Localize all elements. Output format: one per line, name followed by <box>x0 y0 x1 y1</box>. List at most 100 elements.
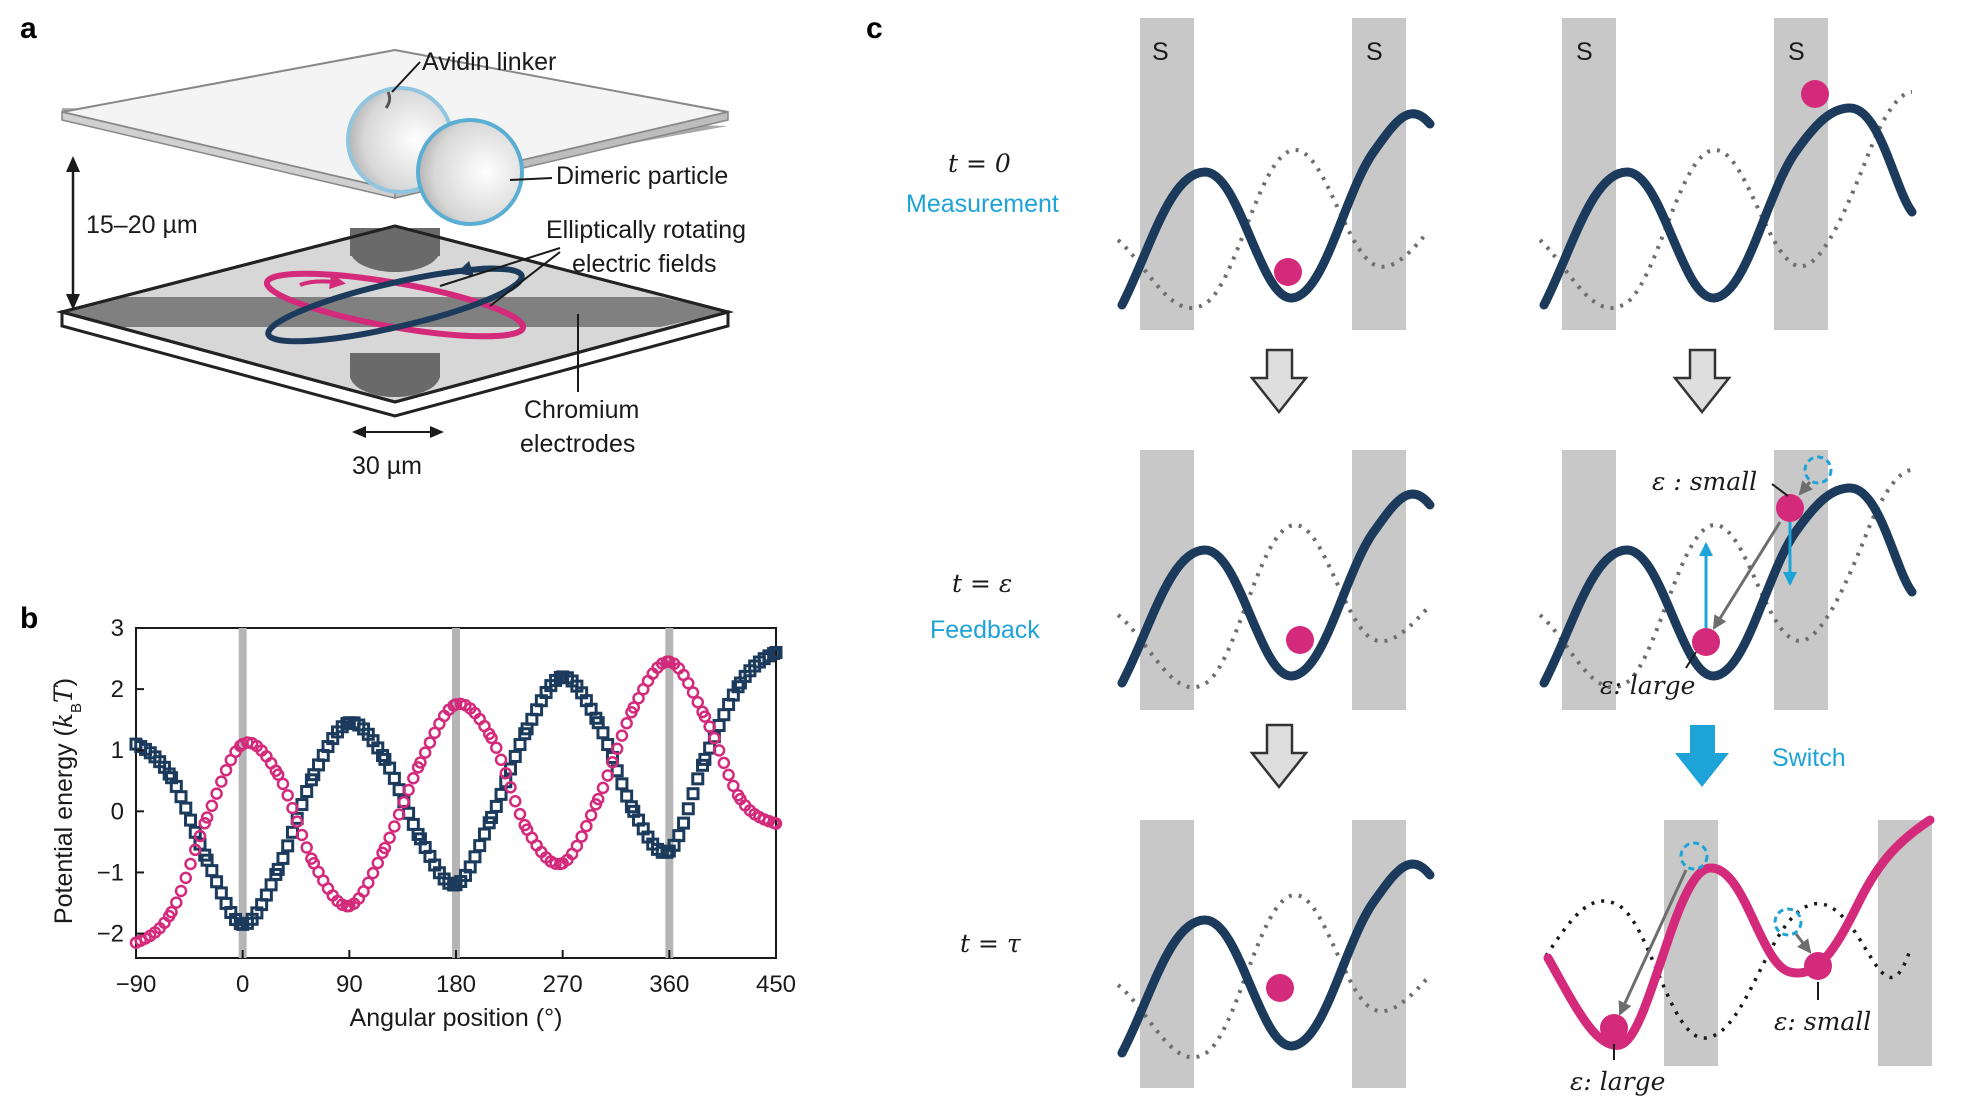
particle <box>1776 494 1804 522</box>
data-point <box>509 795 522 808</box>
y-tick-label: 3 <box>111 615 124 642</box>
data-point <box>686 787 700 801</box>
x-axis-label: Angular position (°) <box>350 1004 563 1032</box>
x-axis-ticks: −90 0 90 180 270 360 450 <box>116 950 796 998</box>
dimeric-label: Dimeric particle <box>556 162 728 190</box>
dotted-potential <box>1116 522 1430 690</box>
panel-a-label: a <box>20 12 37 45</box>
eps-large-label: ε: large <box>1600 671 1695 700</box>
sensor-region <box>1774 450 1828 710</box>
data-point <box>184 857 197 871</box>
data-point <box>286 801 299 815</box>
data-point <box>698 710 712 723</box>
data-point <box>387 771 401 785</box>
data-point <box>407 771 420 785</box>
x-tick-label: 360 <box>649 971 689 998</box>
avidin-linker-mark <box>384 91 392 109</box>
diagram-right-teps: ε : small ε: large <box>1538 450 1917 710</box>
fields-label-1: Elliptically rotating <box>546 216 746 244</box>
data-point <box>703 720 716 733</box>
data-point <box>489 799 503 813</box>
data-point <box>620 717 633 730</box>
sensor-region <box>1140 18 1194 330</box>
data-point <box>179 871 193 885</box>
data-point <box>575 830 588 843</box>
data-point <box>219 763 233 777</box>
data-point <box>672 829 686 843</box>
data-point <box>627 701 641 714</box>
particle <box>1274 258 1302 286</box>
data-point <box>508 749 522 763</box>
data-point <box>601 769 614 782</box>
data-point <box>383 761 397 775</box>
avidin-label: Avidin linker <box>422 48 556 76</box>
data-point <box>681 802 695 816</box>
x-tick-label: 90 <box>336 971 363 998</box>
diagram-right-t0: S S <box>1538 18 1917 330</box>
sensor-region <box>1562 18 1616 330</box>
s-label: S <box>1576 38 1593 66</box>
data-point <box>205 864 219 878</box>
data-point <box>477 827 491 841</box>
data-point <box>406 817 420 831</box>
row-label-teps: t = ε <box>952 569 1012 598</box>
diagram-left-ttau <box>1116 820 1435 1088</box>
switch-arrow[interactable] <box>1675 725 1729 787</box>
data-point <box>620 789 634 803</box>
data-point <box>513 807 527 821</box>
data-point <box>383 831 396 845</box>
switch-label: Switch <box>1772 744 1846 772</box>
data-point <box>276 851 290 865</box>
rotating-fields <box>263 260 527 345</box>
down-arrow <box>1249 723 1309 790</box>
data-point <box>504 781 517 794</box>
data-point <box>193 829 207 843</box>
eps-small-label: ε : small <box>1652 467 1757 496</box>
data-point <box>214 886 228 900</box>
fields-label-2: electric fields <box>572 250 717 278</box>
potential-curve <box>1117 489 1435 688</box>
data-point <box>276 777 290 791</box>
dotted-potential <box>1116 892 1430 1060</box>
data-point <box>570 839 584 853</box>
potential-curve <box>1539 103 1917 310</box>
data-point <box>549 857 562 870</box>
data-point <box>468 850 482 864</box>
feedback-label-text: Feedback <box>930 616 1040 644</box>
s-label: S <box>1366 38 1383 66</box>
data-point <box>677 816 691 830</box>
data-point <box>281 789 294 802</box>
data-point <box>378 841 392 855</box>
data-point <box>606 755 619 769</box>
data-point <box>717 708 731 722</box>
data-point <box>271 768 285 781</box>
electrodes-label-2: electrodes <box>520 430 635 458</box>
panel-b: b −90 0 90 180 270 360 450 −2 −1 0 1 2 3 Angular po… <box>20 602 796 1032</box>
potential-curve <box>1539 483 1917 688</box>
y-axis-ticks: −2 −1 0 1 2 3 <box>97 615 144 948</box>
reference-lines <box>238 628 674 958</box>
data-point <box>596 726 610 740</box>
data-point <box>485 731 498 745</box>
y-axis-label-close: ) <box>50 678 78 686</box>
data-point <box>290 815 304 828</box>
sensor-region <box>1664 820 1718 1066</box>
panel-c: c t = 0 Measurement t = ε Feedback t = τ… <box>866 12 1935 1096</box>
data-series <box>129 645 783 949</box>
gap-label: 15–20 µm <box>86 211 198 239</box>
y-axis-label: Potential energy (kBT) <box>49 678 85 924</box>
data-point <box>184 813 198 827</box>
data-point <box>494 753 508 767</box>
data-point <box>264 878 278 892</box>
data-point <box>259 888 273 902</box>
series-squares <box>129 645 783 931</box>
data-point <box>174 884 188 898</box>
electrodes-label-1: Chromium <box>524 396 639 424</box>
data-point <box>691 695 705 709</box>
data-point <box>179 801 193 815</box>
y-axis-label-k: k <box>49 713 78 728</box>
diagram-right-ttau: ε: large ε: small <box>1543 815 1935 1096</box>
sensor-region <box>1352 820 1406 1088</box>
data-point <box>414 756 427 769</box>
particle <box>1804 952 1832 980</box>
